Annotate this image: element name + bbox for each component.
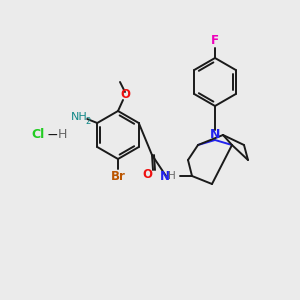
Text: H: H [168, 171, 176, 181]
Text: −: − [46, 128, 58, 142]
Text: 2: 2 [85, 116, 91, 125]
Text: NH: NH [71, 112, 88, 122]
Text: Cl: Cl [32, 128, 45, 142]
Text: Br: Br [111, 170, 125, 184]
Text: O: O [120, 88, 130, 100]
Text: F: F [211, 34, 219, 47]
Text: N: N [210, 128, 220, 142]
Text: O: O [142, 169, 152, 182]
Text: N: N [160, 169, 170, 182]
Text: H: H [57, 128, 67, 142]
